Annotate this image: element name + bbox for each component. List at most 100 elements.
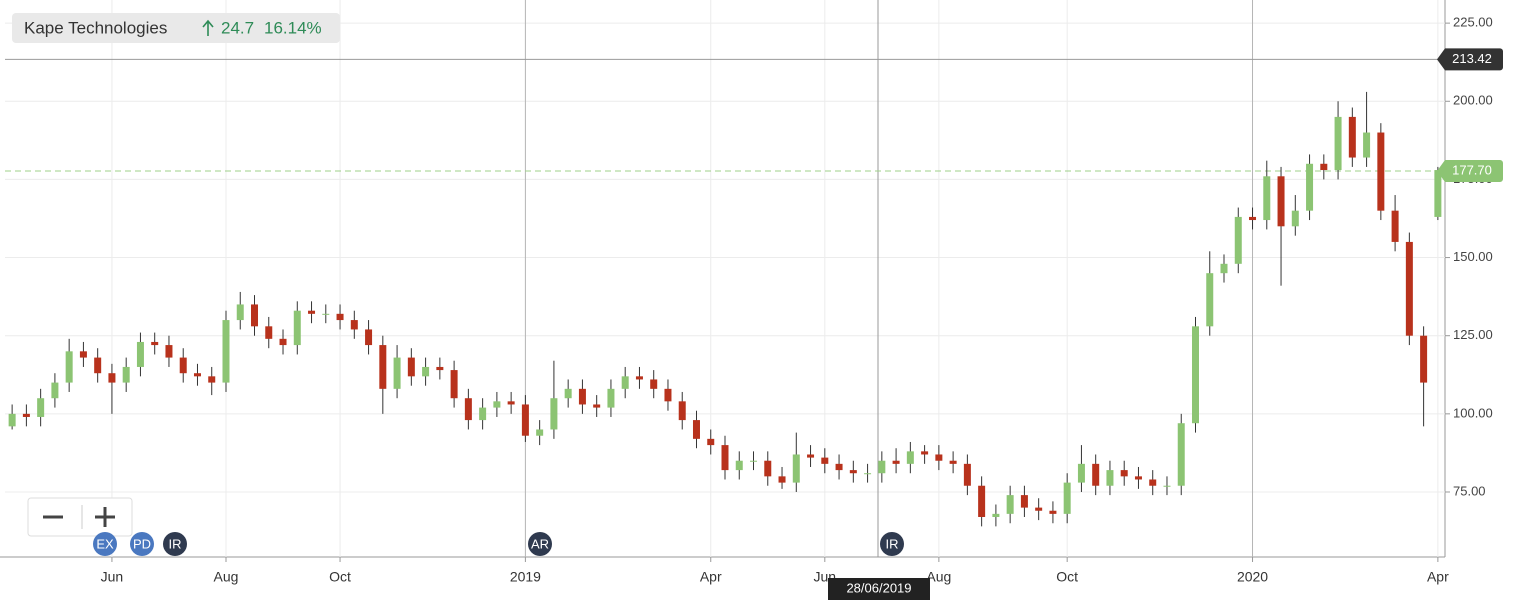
candle-body [1120,470,1128,477]
candle-body [536,429,544,436]
candles [8,91,1442,527]
candle-body [1220,263,1228,274]
candle-body [821,457,829,464]
candle-body [108,373,116,383]
x-tick-label: Oct [329,569,351,585]
candle-body [1134,476,1142,480]
candle-body [1306,163,1314,211]
candle-body [1106,470,1114,486]
candle-body [179,357,187,374]
last-price-label: 177.70 [1452,162,1492,177]
candle-body [1249,216,1257,221]
zoom-in-button[interactable] [83,500,130,534]
candle-body [336,313,344,321]
candle-body [94,357,102,374]
event-label: PD [133,536,151,551]
candle-body [1020,495,1028,508]
candle-body [493,401,501,408]
candle-body [906,451,914,464]
candle-body [864,473,872,475]
candle-body [1405,241,1413,336]
candle-body [678,401,686,421]
chart-title: Kape Technologies [24,18,167,37]
candle-body [350,320,358,330]
candle-body [222,320,230,383]
candle-body [778,476,786,483]
candle-body [1077,463,1085,483]
candle-body [8,413,16,427]
x-tick-label: Oct [1056,569,1078,585]
candle-body [37,398,45,417]
candle-body [1363,132,1371,158]
y-tick-label: 200.00 [1453,93,1493,108]
y-tick-label: 100.00 [1453,405,1493,420]
crosshair-price-label-box [1437,48,1503,71]
event-marker[interactable]: PD [130,532,154,556]
event-marker[interactable]: EX [93,532,117,556]
candle-body [807,454,815,458]
x-tick-label: Jun [101,569,124,585]
grid: 75.00100.00125.00150.00175.00200.00225.0… [0,0,1493,585]
candle-body [978,485,986,517]
zoom-control [27,497,133,537]
zoom-out-button[interactable] [30,500,82,534]
candle-body [878,460,886,474]
event-circle [93,532,117,556]
event-label: IR [886,536,899,551]
event-circle [130,532,154,556]
crosshair-date: 28/06/2019 [846,580,911,595]
candle-body [79,351,87,358]
event-circle [528,532,552,556]
candle-body [1234,216,1242,264]
candle-body [707,438,715,446]
candle-body [308,310,316,314]
candle-body [393,357,401,389]
candle-body [1206,273,1214,327]
candle-body [65,351,73,383]
candle-body [1063,482,1071,514]
last-price-label-box [1437,159,1503,182]
candle-body [407,357,415,377]
candle-body [1006,495,1014,514]
y-tick-label: 125.00 [1453,327,1493,342]
y-tick-label: 150.00 [1453,249,1493,264]
candle-body [1092,463,1100,486]
candle-body [136,341,144,367]
change: 24.7 [221,18,254,37]
candle-body [1035,507,1043,511]
candle-body [251,304,259,327]
event-marker[interactable]: IR [880,532,904,556]
event-label: EX [96,536,114,551]
x-tick-label: 2019 [510,569,541,585]
event-marker[interactable]: AR [528,532,552,556]
candle-body [921,451,929,455]
candle-body [1334,116,1342,171]
event-marker[interactable]: IR [163,532,187,556]
x-tick-label: Aug [214,569,239,585]
x-tick-label: Apr [700,569,722,585]
candle-body [650,379,658,389]
candle-body [1420,335,1428,383]
candle-body [578,388,586,405]
candle-body [764,460,772,477]
candle-body [892,460,900,464]
candle-body [1434,170,1442,217]
candle-body [436,366,444,371]
candle-body [236,304,244,321]
candle-body [122,366,130,383]
candle-body [635,376,643,380]
candle-body [949,460,957,464]
crosshair-date-box [828,578,930,600]
candle-body [1049,510,1057,514]
candle-body [293,310,301,346]
candle-body [507,401,515,405]
candle-body [935,454,943,461]
candle-body [550,398,558,430]
candle-body [1163,485,1171,487]
candle-body [849,470,857,474]
event-label: AR [531,536,549,551]
candle-body [607,388,615,408]
x-tick-label: 2020 [1237,569,1268,585]
up-arrow [202,19,214,36]
